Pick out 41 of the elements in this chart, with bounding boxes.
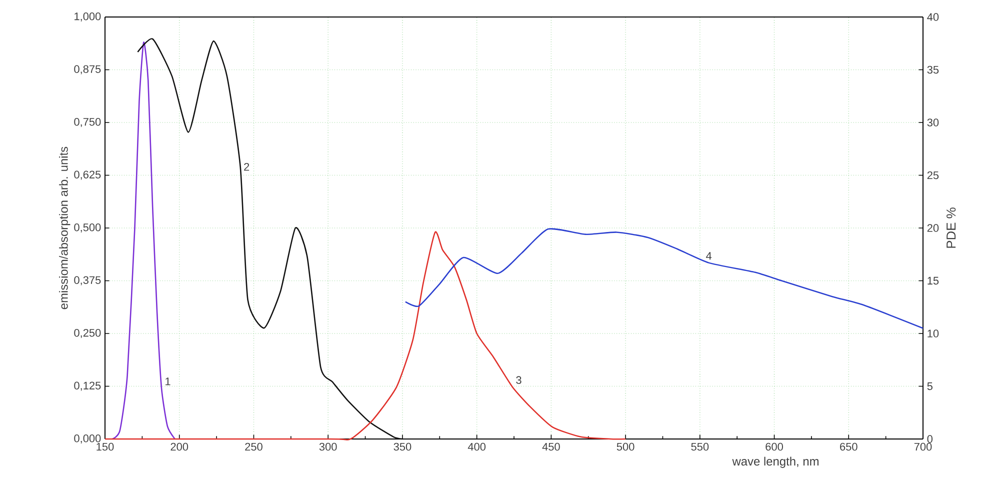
x-tick-label: 500 xyxy=(616,442,634,451)
x-tick-label: 250 xyxy=(245,442,262,451)
x-tick-label: 650 xyxy=(840,442,858,451)
x-tick-label: 300 xyxy=(319,442,337,451)
x-axis-title: wave length, nm xyxy=(732,456,818,468)
series-label: 4 xyxy=(706,252,712,260)
y2-axis-title: PDE % xyxy=(946,208,956,248)
y2-tick-label: 20 xyxy=(927,224,939,232)
y-tick-label: 0,250 xyxy=(74,328,101,338)
y-tick-label: 0,625 xyxy=(74,170,101,180)
y2-tick-label: 5 xyxy=(927,382,932,390)
y-tick-label: 1,000 xyxy=(74,12,101,22)
y-tick-label: 0,500 xyxy=(74,223,101,233)
series-label: 2 xyxy=(244,162,250,171)
y2-tick-label: 25 xyxy=(927,171,939,180)
x-tick-label: 700 xyxy=(914,442,932,451)
line-series xyxy=(112,42,176,440)
series-label: 1 xyxy=(166,378,170,386)
y2-tick-label: 30 xyxy=(927,118,939,126)
x-tick-label: 450 xyxy=(542,442,560,451)
y-tick-label: 0,750 xyxy=(74,118,101,128)
y2-tick-label: 35 xyxy=(927,66,939,74)
y2-tick-label: 0 xyxy=(927,435,933,443)
x-tick-label: 150 xyxy=(96,442,114,451)
y-tick-label: 0,000 xyxy=(74,434,101,444)
x-tick-label: 200 xyxy=(170,442,188,451)
x-tick-label: 600 xyxy=(766,442,783,451)
y2-tick-label: 40 xyxy=(927,13,939,21)
series-label: 3 xyxy=(516,376,522,384)
y-tick-label: 0,375 xyxy=(74,276,101,286)
line-series xyxy=(404,228,924,329)
x-tick-label: 400 xyxy=(468,442,486,451)
x-tick-label: 550 xyxy=(691,442,709,451)
y-tick-label: 0,875 xyxy=(74,65,101,74)
y2-tick-label: 10 xyxy=(928,330,939,338)
y2-tick-label: 15 xyxy=(928,276,939,285)
line-series xyxy=(104,232,626,440)
line-series xyxy=(137,38,404,440)
y-axis-title: emissiom/absorption arb. units xyxy=(59,146,70,310)
x-tick-label: 350 xyxy=(394,442,412,451)
y-tick-label: 0,125 xyxy=(74,382,101,391)
